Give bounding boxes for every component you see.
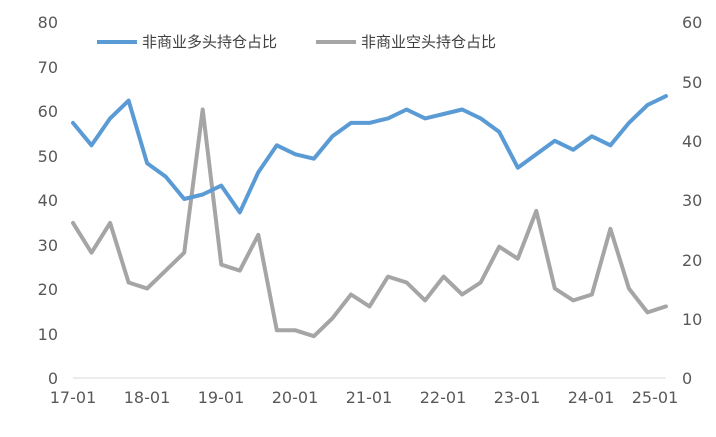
left-tick-0: 0 bbox=[48, 369, 58, 388]
left-tick-30: 30 bbox=[38, 236, 58, 255]
x-tick-24-01: 24-01 bbox=[568, 388, 615, 407]
left-tick-20: 20 bbox=[38, 280, 58, 299]
x-tick-20-01: 20-01 bbox=[272, 388, 319, 407]
right-tick-10: 10 bbox=[682, 310, 702, 329]
left-axis: 0 10 20 30 40 50 60 70 80 bbox=[38, 13, 58, 388]
x-tick-23-01: 23-01 bbox=[494, 388, 541, 407]
x-tick-19-01: 19-01 bbox=[198, 388, 245, 407]
left-tick-60: 60 bbox=[38, 102, 58, 121]
x-tick-22-01: 22-01 bbox=[420, 388, 467, 407]
left-tick-50: 50 bbox=[38, 147, 58, 166]
right-axis: 0 10 20 30 40 50 60 bbox=[682, 13, 702, 388]
x-tick-25-01: 25-01 bbox=[632, 388, 679, 407]
right-tick-20: 20 bbox=[682, 251, 702, 270]
right-tick-30: 30 bbox=[682, 191, 702, 210]
x-tick-18-01: 18-01 bbox=[124, 388, 171, 407]
right-tick-60: 60 bbox=[682, 13, 702, 32]
right-tick-40: 40 bbox=[682, 132, 702, 151]
legend: 非商业多头持仓占比 非商业空头持仓占比 bbox=[97, 33, 496, 51]
series-line-short bbox=[71, 107, 668, 339]
x-axis: 17-01 18-01 19-01 20-01 21-01 22-01 23-0… bbox=[50, 388, 679, 407]
left-tick-10: 10 bbox=[38, 325, 58, 344]
legend-label-long: 非商业多头持仓占比 bbox=[142, 33, 277, 51]
legend-label-short: 非商业空头持仓占比 bbox=[361, 33, 496, 51]
right-tick-0: 0 bbox=[682, 369, 692, 388]
x-tick-17-01: 17-01 bbox=[50, 388, 97, 407]
x-tick-21-01: 21-01 bbox=[346, 388, 393, 407]
left-tick-70: 70 bbox=[38, 58, 58, 77]
left-tick-40: 40 bbox=[38, 191, 58, 210]
series-line-long bbox=[71, 94, 668, 215]
left-tick-80: 80 bbox=[38, 13, 58, 32]
right-tick-50: 50 bbox=[682, 73, 702, 92]
